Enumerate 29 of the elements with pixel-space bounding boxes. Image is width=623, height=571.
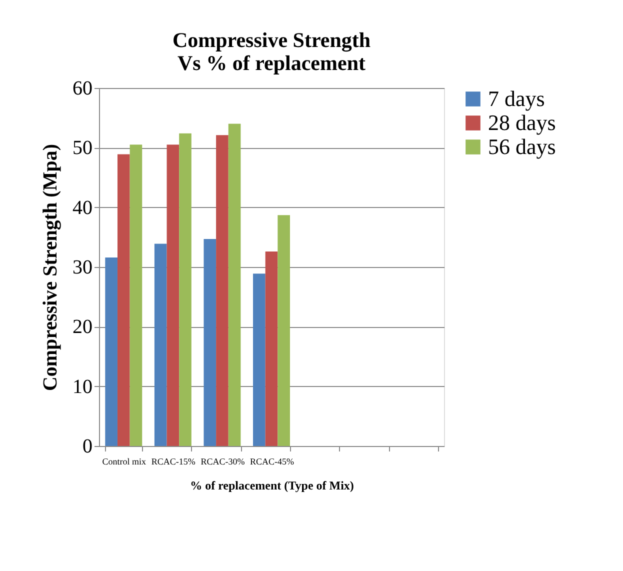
y-tick-label: 0 [82, 436, 92, 458]
y-tick-label: 50 [72, 137, 92, 160]
y-tick-label: 30 [72, 256, 92, 278]
legend-label: 28 days [488, 110, 556, 135]
bar [105, 257, 118, 446]
chart-title: Compressive Strength Vs % of replacement [172, 28, 371, 75]
bar [204, 238, 216, 446]
y-tick-label: 10 [72, 376, 92, 398]
x-tick-label: RCAC-15% [151, 456, 196, 466]
x-tick-label: Control mix [102, 456, 147, 466]
bar [278, 215, 290, 446]
bar [253, 274, 266, 446]
y-tick-label: 60 [72, 78, 92, 100]
bar [228, 124, 241, 446]
bar [216, 135, 228, 446]
y-tick-label: 20 [72, 316, 92, 338]
bar [179, 133, 192, 446]
bar [130, 144, 142, 446]
x-tick-label: RCAC-45% [250, 456, 294, 466]
x-axis-title: % of replacement (Type of Mix) [190, 478, 354, 492]
legend-label: 7 days [488, 86, 545, 111]
bar [117, 154, 130, 446]
y-axis-title: Compressive Strength (Mpa) [40, 144, 62, 392]
x-tick-label: RCAC-30% [200, 456, 246, 466]
bar [166, 144, 180, 446]
bar [265, 251, 278, 446]
y-tick-label: 40 [72, 196, 92, 219]
bar [154, 244, 167, 446]
legend-label: 56 days [488, 134, 556, 159]
